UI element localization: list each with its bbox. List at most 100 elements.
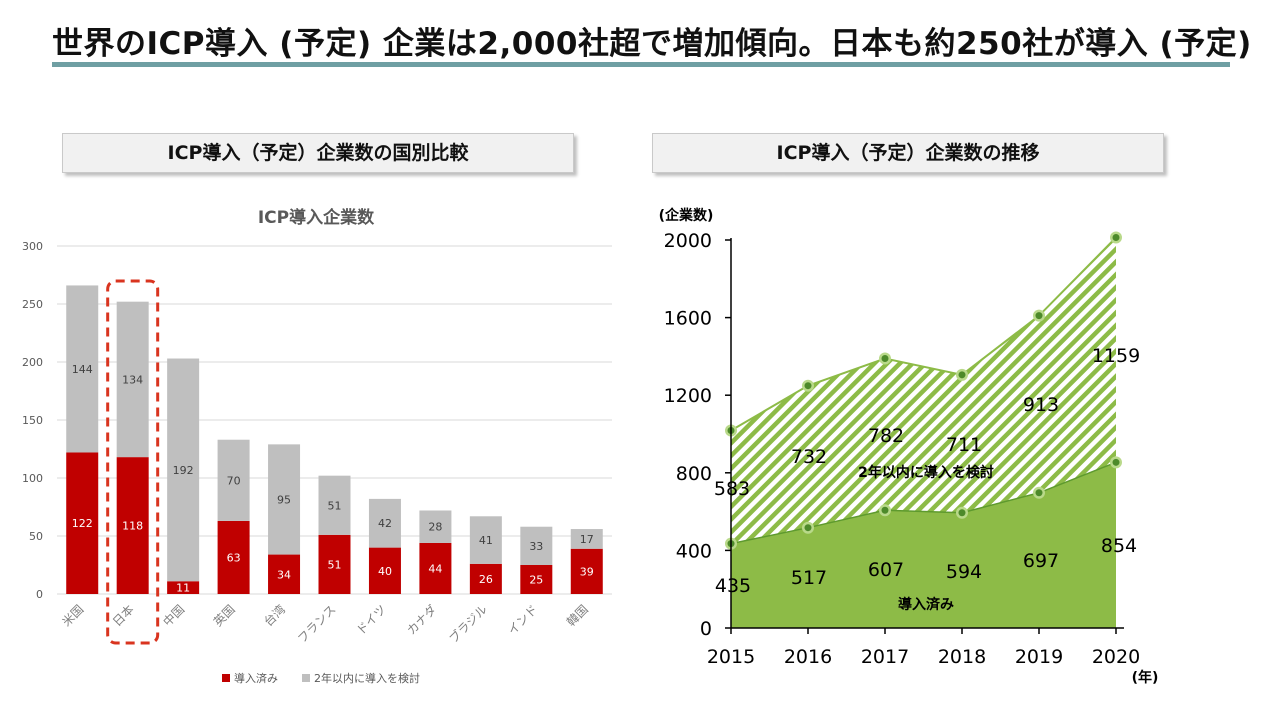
bar-category-label: ドイツ xyxy=(354,602,389,637)
bar-planned-value: 33 xyxy=(529,540,543,553)
area-planned-value: 583 xyxy=(714,478,750,500)
bar-y-tick-label: 200 xyxy=(22,356,43,369)
bar-planned-value: 95 xyxy=(277,493,291,506)
left-panel-title: ICP導入（予定）企業数の国別比較 xyxy=(62,133,574,173)
marker-halo-adopted xyxy=(956,506,968,519)
bar-adopted-value: 26 xyxy=(479,573,493,586)
bar-planned xyxy=(318,475,351,535)
bar-category-label: ブラジル xyxy=(446,602,490,646)
area-planned-value: 782 xyxy=(868,425,904,447)
bar-y-tick-label: 50 xyxy=(29,530,43,543)
area-adopted-value: 517 xyxy=(791,567,827,589)
bar-planned-value: 41 xyxy=(479,534,493,547)
area-x-tick-label: 2015 xyxy=(707,646,755,668)
marker-adopted xyxy=(1035,489,1043,497)
legend-swatch-planned xyxy=(302,674,310,682)
bar-adopted xyxy=(217,520,250,594)
marker-adopted xyxy=(727,540,735,548)
legend-label-planned: 2年以内に導入を検討 xyxy=(314,671,420,685)
bar-planned-value: 144 xyxy=(72,363,93,376)
page-title: 世界のICP導入 (予定) 企業は2,000社超で増加傾向。日本も約250社が導… xyxy=(52,26,1252,62)
bar-category-label: 台湾 xyxy=(261,602,289,630)
bar-planned-value: 134 xyxy=(122,373,143,386)
bar-y-tick-label: 300 xyxy=(22,240,43,253)
bar-planned-value: 28 xyxy=(428,521,442,534)
marker-total xyxy=(1035,312,1043,320)
area-y-tick-label: 0 xyxy=(700,618,712,640)
area-adopted-value: 435 xyxy=(715,575,751,597)
marker-total xyxy=(881,355,889,363)
bar-planned xyxy=(520,526,553,565)
bar-planned xyxy=(217,439,250,521)
bar-adopted xyxy=(318,534,351,594)
area-planned-value: 732 xyxy=(791,446,827,468)
bar-planned-value: 70 xyxy=(227,474,241,487)
bar-adopted xyxy=(570,548,603,594)
area-y-tick-label: 1600 xyxy=(664,308,712,330)
marker-halo-total xyxy=(1110,231,1122,244)
bar-planned-value: 42 xyxy=(378,517,392,530)
bar-category-label: 韓国 xyxy=(564,602,591,629)
bar-adopted-value: 122 xyxy=(72,517,93,530)
bar-adopted-value: 51 xyxy=(328,558,342,571)
bar-y-tick-label: 100 xyxy=(22,472,43,485)
marker-halo-total xyxy=(1033,309,1045,322)
bar-adopted xyxy=(66,452,99,594)
japan-highlight-box xyxy=(106,279,160,645)
area-planned xyxy=(731,237,1116,544)
marker-halo-total xyxy=(956,368,968,381)
right-panel-title: ICP導入（予定）企業数の推移 xyxy=(652,133,1164,173)
bar-adopted-value: 40 xyxy=(378,565,392,578)
bar-adopted-value: 118 xyxy=(122,520,143,533)
bar-category-label: 英国 xyxy=(211,602,238,629)
bar-category-label: 日本 xyxy=(110,602,137,629)
marker-total xyxy=(1112,233,1120,241)
area-y-tick-label: 2000 xyxy=(664,230,712,252)
bar-y-tick-label: 150 xyxy=(22,414,43,427)
bar-category-label: 中国 xyxy=(160,602,188,630)
bar-adopted xyxy=(419,542,452,594)
area-planned-line xyxy=(730,236,1117,432)
area-planned-value: 1159 xyxy=(1092,345,1140,367)
title-underline xyxy=(52,62,1230,67)
bar-planned xyxy=(469,516,502,564)
marker-halo-total xyxy=(725,424,737,437)
bar-chart-title: ICP導入企業数 xyxy=(258,207,375,228)
bar-planned xyxy=(167,358,200,582)
marker-halo-total xyxy=(879,352,891,365)
bar-category-label: フランス xyxy=(295,602,339,646)
marker-halo-adopted xyxy=(879,504,891,517)
bar-planned xyxy=(419,510,452,543)
area-series-label-planned: 2年以内に導入を検討 xyxy=(858,464,994,481)
bar-adopted xyxy=(268,554,301,594)
bar-planned xyxy=(66,285,99,453)
bar-adopted xyxy=(469,563,502,594)
bar-adopted xyxy=(167,581,200,594)
bar-category-label: インド xyxy=(505,602,540,637)
bar-adopted-value: 39 xyxy=(580,565,594,578)
marker-total xyxy=(958,371,966,379)
bar-adopted xyxy=(116,457,149,594)
marker-total xyxy=(804,382,812,390)
area-y-tick-label: 1200 xyxy=(664,385,712,407)
area-adopted-value: 697 xyxy=(1023,550,1059,572)
area-y-tick-label: 800 xyxy=(676,463,712,485)
bar-planned xyxy=(570,529,603,549)
area-series-label-adopted: 導入済み xyxy=(898,596,954,613)
area-x-tick-label: 2017 xyxy=(861,646,909,668)
marker-halo-adopted xyxy=(725,537,737,550)
area-adopted-line xyxy=(730,461,1117,545)
legend-swatch-adopted xyxy=(222,674,230,682)
bar-category-label: カナダ xyxy=(403,602,439,638)
area-adopted-value: 854 xyxy=(1101,535,1137,557)
area-y-tick-label: 400 xyxy=(676,540,712,562)
area-planned-value: 913 xyxy=(1023,394,1059,416)
area-x-tick-label: 2020 xyxy=(1092,646,1140,668)
area-planned-value: 711 xyxy=(946,434,982,456)
bar-planned xyxy=(368,498,401,548)
marker-halo-adopted xyxy=(1110,456,1122,469)
area-x-tick-label: 2016 xyxy=(784,646,832,668)
marker-halo-total xyxy=(802,379,814,392)
bar-planned xyxy=(116,301,149,458)
